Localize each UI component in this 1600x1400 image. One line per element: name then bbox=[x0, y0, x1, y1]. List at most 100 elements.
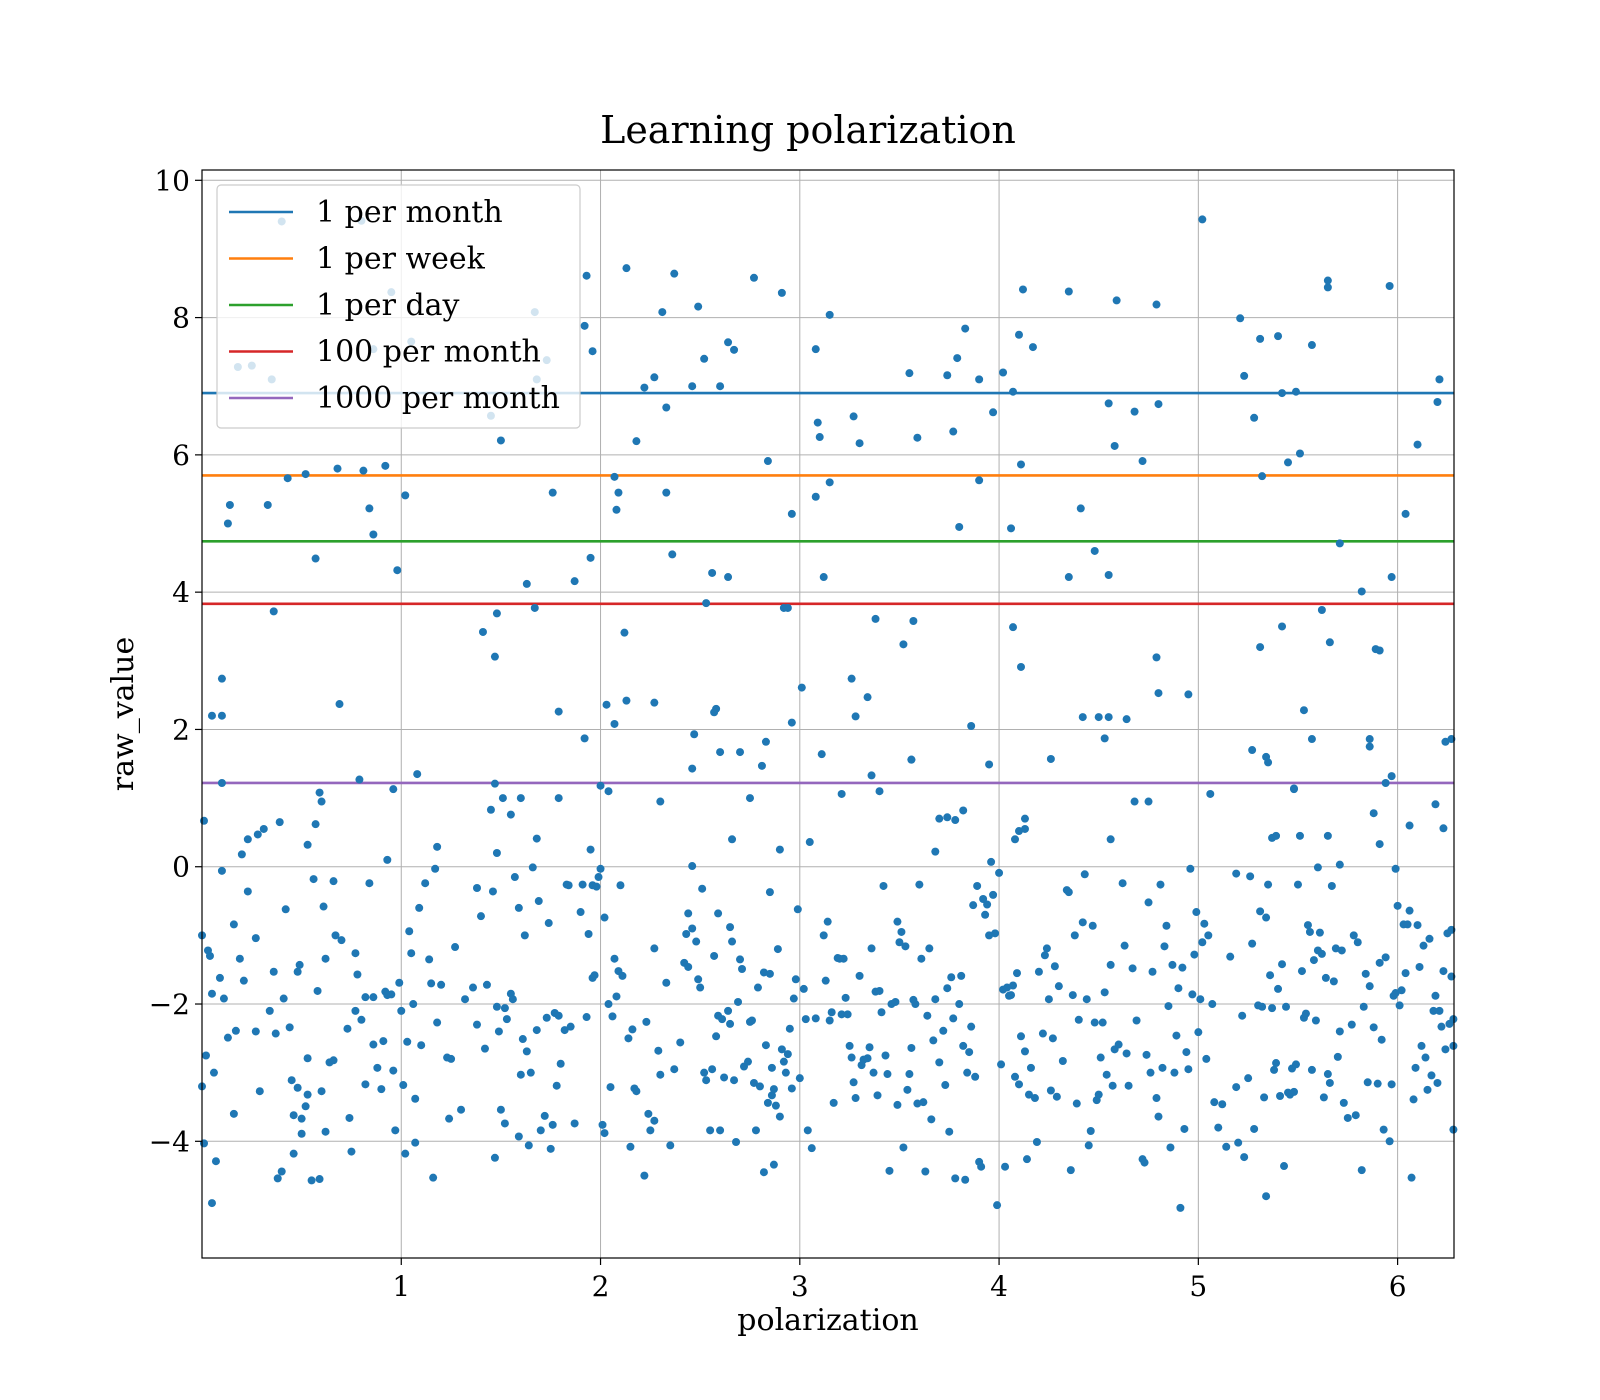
legend-label: 1 per week bbox=[316, 242, 486, 277]
data-point bbox=[939, 1026, 948, 1035]
reference-lines bbox=[202, 391, 1454, 785]
data-point bbox=[763, 457, 772, 466]
data-point bbox=[779, 1057, 788, 1066]
data-point bbox=[287, 1076, 296, 1085]
data-point bbox=[297, 1114, 306, 1123]
data-point bbox=[716, 748, 725, 757]
data-point bbox=[1417, 1041, 1426, 1050]
data-point bbox=[556, 1059, 565, 1068]
data-point bbox=[935, 814, 944, 823]
data-point bbox=[1307, 341, 1316, 350]
data-point bbox=[1387, 573, 1396, 582]
data-point bbox=[1272, 1059, 1281, 1068]
data-point bbox=[696, 983, 705, 992]
data-point bbox=[718, 1015, 727, 1024]
data-point bbox=[229, 1109, 238, 1118]
data-point bbox=[1128, 964, 1137, 973]
data-point bbox=[1307, 1065, 1316, 1074]
data-point bbox=[409, 1000, 418, 1009]
data-point bbox=[949, 427, 958, 436]
data-point bbox=[431, 864, 440, 873]
data-point bbox=[967, 722, 976, 731]
data-point bbox=[1289, 785, 1298, 794]
data-point bbox=[600, 1129, 609, 1138]
x-tick-label: 1 bbox=[392, 1270, 410, 1303]
data-point bbox=[1274, 332, 1283, 341]
data-point bbox=[749, 1078, 758, 1087]
data-point bbox=[604, 1000, 613, 1009]
data-point bbox=[217, 674, 226, 683]
data-point bbox=[1349, 931, 1358, 940]
data-point bbox=[1264, 758, 1273, 767]
data-point bbox=[865, 1043, 874, 1052]
data-point bbox=[728, 835, 737, 844]
data-point bbox=[1323, 1070, 1332, 1079]
data-point bbox=[401, 491, 410, 500]
data-point bbox=[1028, 343, 1037, 352]
data-point bbox=[913, 433, 922, 442]
data-point bbox=[582, 1013, 591, 1022]
data-point bbox=[632, 1087, 641, 1096]
data-point bbox=[1018, 285, 1027, 294]
data-point bbox=[347, 1147, 356, 1156]
data-point bbox=[1411, 1063, 1420, 1072]
data-point bbox=[584, 930, 593, 939]
data-point bbox=[807, 1144, 816, 1153]
data-point bbox=[1359, 1002, 1368, 1011]
data-point bbox=[1375, 646, 1384, 655]
data-point bbox=[285, 1023, 294, 1032]
data-point bbox=[1266, 971, 1275, 980]
y-tick-label: −4 bbox=[149, 1125, 190, 1158]
data-point bbox=[532, 834, 541, 843]
data-point bbox=[656, 1070, 665, 1079]
data-point bbox=[658, 308, 667, 317]
data-point bbox=[490, 652, 499, 661]
data-point bbox=[684, 909, 693, 918]
data-point bbox=[524, 1141, 533, 1150]
data-point bbox=[357, 1015, 366, 1024]
data-point bbox=[1335, 1027, 1344, 1036]
data-point bbox=[839, 954, 848, 963]
data-point bbox=[359, 466, 368, 475]
data-point bbox=[791, 975, 800, 984]
data-point bbox=[817, 750, 826, 759]
data-point bbox=[600, 913, 609, 922]
data-point bbox=[730, 1076, 739, 1085]
data-point bbox=[923, 1011, 932, 1020]
data-point bbox=[560, 1026, 569, 1035]
data-point bbox=[1118, 879, 1127, 888]
data-point bbox=[275, 818, 284, 827]
data-point bbox=[811, 492, 820, 501]
data-point bbox=[590, 971, 599, 980]
data-point bbox=[369, 1040, 378, 1049]
data-point bbox=[243, 835, 252, 844]
data-point bbox=[542, 1013, 551, 1022]
data-point bbox=[811, 345, 820, 354]
data-point bbox=[315, 788, 324, 797]
data-point bbox=[1146, 1068, 1155, 1077]
data-point bbox=[897, 927, 906, 936]
data-point bbox=[1182, 1048, 1191, 1057]
data-point bbox=[1124, 1081, 1133, 1090]
data-point bbox=[987, 857, 996, 866]
data-point bbox=[1190, 950, 1199, 959]
data-point bbox=[1204, 931, 1213, 940]
data-point bbox=[688, 862, 697, 871]
data-point bbox=[425, 955, 434, 964]
data-point bbox=[1385, 282, 1394, 291]
data-point bbox=[1256, 643, 1265, 652]
data-point bbox=[239, 976, 248, 985]
data-point bbox=[1307, 735, 1316, 744]
data-point bbox=[606, 1083, 615, 1092]
data-point bbox=[813, 418, 822, 427]
data-point bbox=[1208, 1000, 1217, 1009]
data-point bbox=[526, 1068, 535, 1077]
data-point bbox=[399, 1081, 408, 1090]
data-point bbox=[201, 1051, 210, 1060]
data-point bbox=[1262, 913, 1271, 922]
data-point bbox=[632, 437, 641, 446]
data-point bbox=[708, 568, 717, 577]
data-point bbox=[311, 554, 320, 563]
data-point bbox=[331, 931, 340, 940]
data-point bbox=[1323, 283, 1332, 292]
